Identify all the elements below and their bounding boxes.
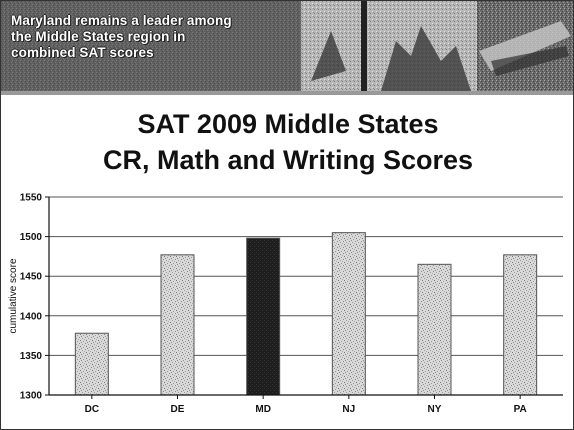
bar-ny <box>417 263 452 396</box>
bars <box>74 232 538 396</box>
y-tick-label: 1300 <box>20 391 43 402</box>
y-axis-title: cumulative score <box>8 258 19 333</box>
bar-de <box>160 254 195 396</box>
x-tick-label: DE <box>171 404 185 415</box>
banner-caption: Maryland remains a leader among the Midd… <box>11 13 271 61</box>
chart-title-line-2: CR, Math and Writing Scores <box>102 145 474 175</box>
gridlines <box>49 196 563 396</box>
tick-labels: 1300 1350 1400 1450 1500 1550 DC DE MD NJ NY PA cumu… <box>8 193 527 416</box>
bar-dc <box>74 332 109 396</box>
x-tick-label: MD <box>255 404 271 415</box>
banner-divider <box>1 91 573 95</box>
y-tick-label: 1500 <box>20 232 43 243</box>
chart-title-line-1: SAT 2009 Middle States <box>137 109 439 139</box>
y-tick-label: 1350 <box>20 351 43 362</box>
banner-caption-line: the Middle States region in <box>11 29 186 44</box>
y-tick-label: 1550 <box>20 193 43 204</box>
banner-photo-collage <box>1 1 573 91</box>
banner-caption-line: Maryland remains a leader among <box>11 13 232 28</box>
banner-caption-line: combined SAT scores <box>11 45 154 60</box>
axes <box>45 196 563 399</box>
bar-pa <box>503 254 538 396</box>
bar-nj <box>331 232 366 396</box>
x-tick-label: DC <box>85 404 99 415</box>
x-tick-label: NY <box>428 404 442 415</box>
x-tick-label: PA <box>514 404 527 415</box>
header-banner: Maryland remains a leader among the Midd… <box>1 1 573 91</box>
x-tick-label: NJ <box>342 404 355 415</box>
y-tick-label: 1450 <box>20 272 43 283</box>
y-tick-label: 1400 <box>20 311 43 322</box>
bar-md <box>246 237 281 396</box>
